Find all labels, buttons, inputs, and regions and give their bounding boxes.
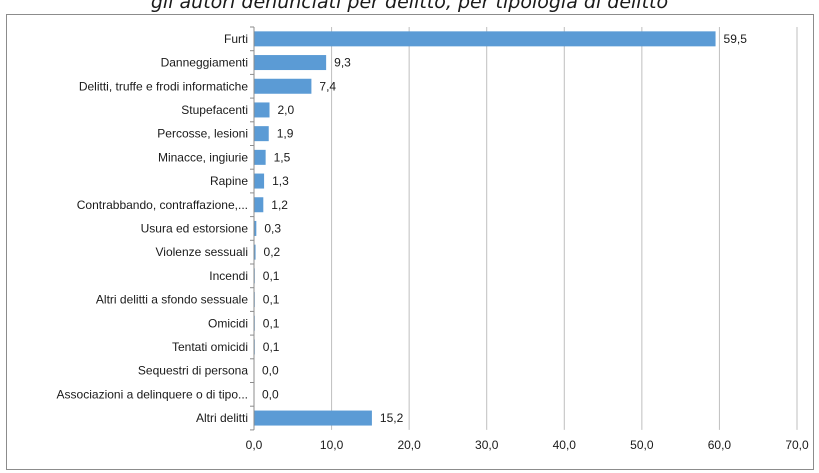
chart-caption: gli autori denunciati per delitto, per t… (150, 0, 669, 13)
x-tick-label: 40,0 (553, 438, 577, 452)
category-label: Delitti, truffe e frodi informatiche (79, 79, 249, 93)
x-tick-label: 70,0 (785, 438, 809, 452)
data-label: 1,2 (271, 198, 288, 212)
data-label: 1,9 (277, 127, 294, 141)
x-tick-label: 20,0 (397, 438, 421, 452)
data-label: 0,1 (263, 316, 280, 330)
data-label: 0,2 (264, 245, 281, 259)
category-label: Minacce, ingiurie (158, 150, 248, 164)
bar (254, 78, 312, 94)
data-label: 59,5 (724, 32, 748, 46)
y-axis (250, 26, 255, 431)
bar (254, 220, 257, 236)
category-label: Omicidi (208, 316, 248, 330)
x-tick-label: 60,0 (708, 438, 732, 452)
category-label: Violenze sessuali (155, 245, 248, 259)
category-label: Tentati omicidi (172, 340, 248, 354)
bar (254, 244, 256, 260)
x-tick-label: 10,0 (320, 438, 344, 452)
data-label: 0,3 (264, 221, 281, 235)
chart-frame (6, 14, 814, 470)
data-label: 0,0 (262, 364, 279, 378)
category-labels: Furti Danneggiamenti Delitti, truffe e fro… (57, 32, 249, 425)
category-label: Danneggiamenti (161, 56, 248, 70)
bar (254, 173, 265, 189)
x-tick-label: 50,0 (630, 438, 654, 452)
data-label: 7,4 (319, 79, 336, 93)
bar (254, 410, 372, 426)
bar (254, 197, 264, 213)
data-label: 1,3 (272, 174, 289, 188)
category-label: Altri delitti (196, 411, 248, 425)
bar (254, 102, 270, 118)
value-labels: 59,5 9,3 7,4 2,0 1,9 1,5 1,3 1,2 0,3 0,2 0,1 0,1 0,1… (262, 32, 747, 425)
category-label: Furti (224, 32, 248, 46)
category-label: Stupefacenti (181, 103, 248, 117)
category-label: Usura ed estorsione (141, 221, 249, 235)
category-label: Percosse, lesioni (157, 127, 248, 141)
bar (254, 126, 269, 142)
x-axis-tick-labels: 0,0 10,0 20,0 30,0 40,0 50,0 60,0 70,0 (246, 438, 809, 452)
data-label: 0,0 (262, 387, 279, 401)
category-label: Sequestri di persona (138, 364, 248, 378)
category-label: Associazioni a delinquere o di tipo... (57, 387, 248, 401)
data-label: 2,0 (278, 103, 295, 117)
gridlines (331, 27, 798, 430)
bar (254, 149, 266, 165)
data-label: 0,1 (263, 293, 280, 307)
x-tick-label: 30,0 (475, 438, 499, 452)
category-label: Incendi (209, 269, 248, 283)
data-label: 0,1 (263, 269, 280, 283)
data-label: 0,1 (263, 340, 280, 354)
category-label: Altri delitti a sfondo sessuale (96, 293, 248, 307)
category-label: Rapine (210, 174, 248, 188)
bar (254, 31, 716, 47)
bars (254, 31, 716, 426)
x-tick-label: 0,0 (246, 438, 263, 452)
category-label: Contrabbando, contraffazione,... (77, 198, 248, 212)
data-label: 1,5 (274, 150, 291, 164)
data-label: 9,3 (334, 56, 351, 70)
bar (254, 55, 327, 71)
data-label: 15,2 (380, 411, 404, 425)
